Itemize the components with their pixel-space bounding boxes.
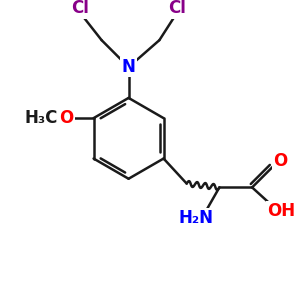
Text: H₂N: H₂N (179, 209, 214, 227)
Text: N: N (122, 58, 136, 76)
Text: OH: OH (267, 202, 295, 220)
Text: O: O (59, 109, 74, 127)
Text: Cl: Cl (71, 0, 89, 17)
Text: Cl: Cl (168, 0, 186, 17)
Text: H₃C: H₃C (25, 109, 58, 127)
Text: O: O (273, 152, 287, 170)
